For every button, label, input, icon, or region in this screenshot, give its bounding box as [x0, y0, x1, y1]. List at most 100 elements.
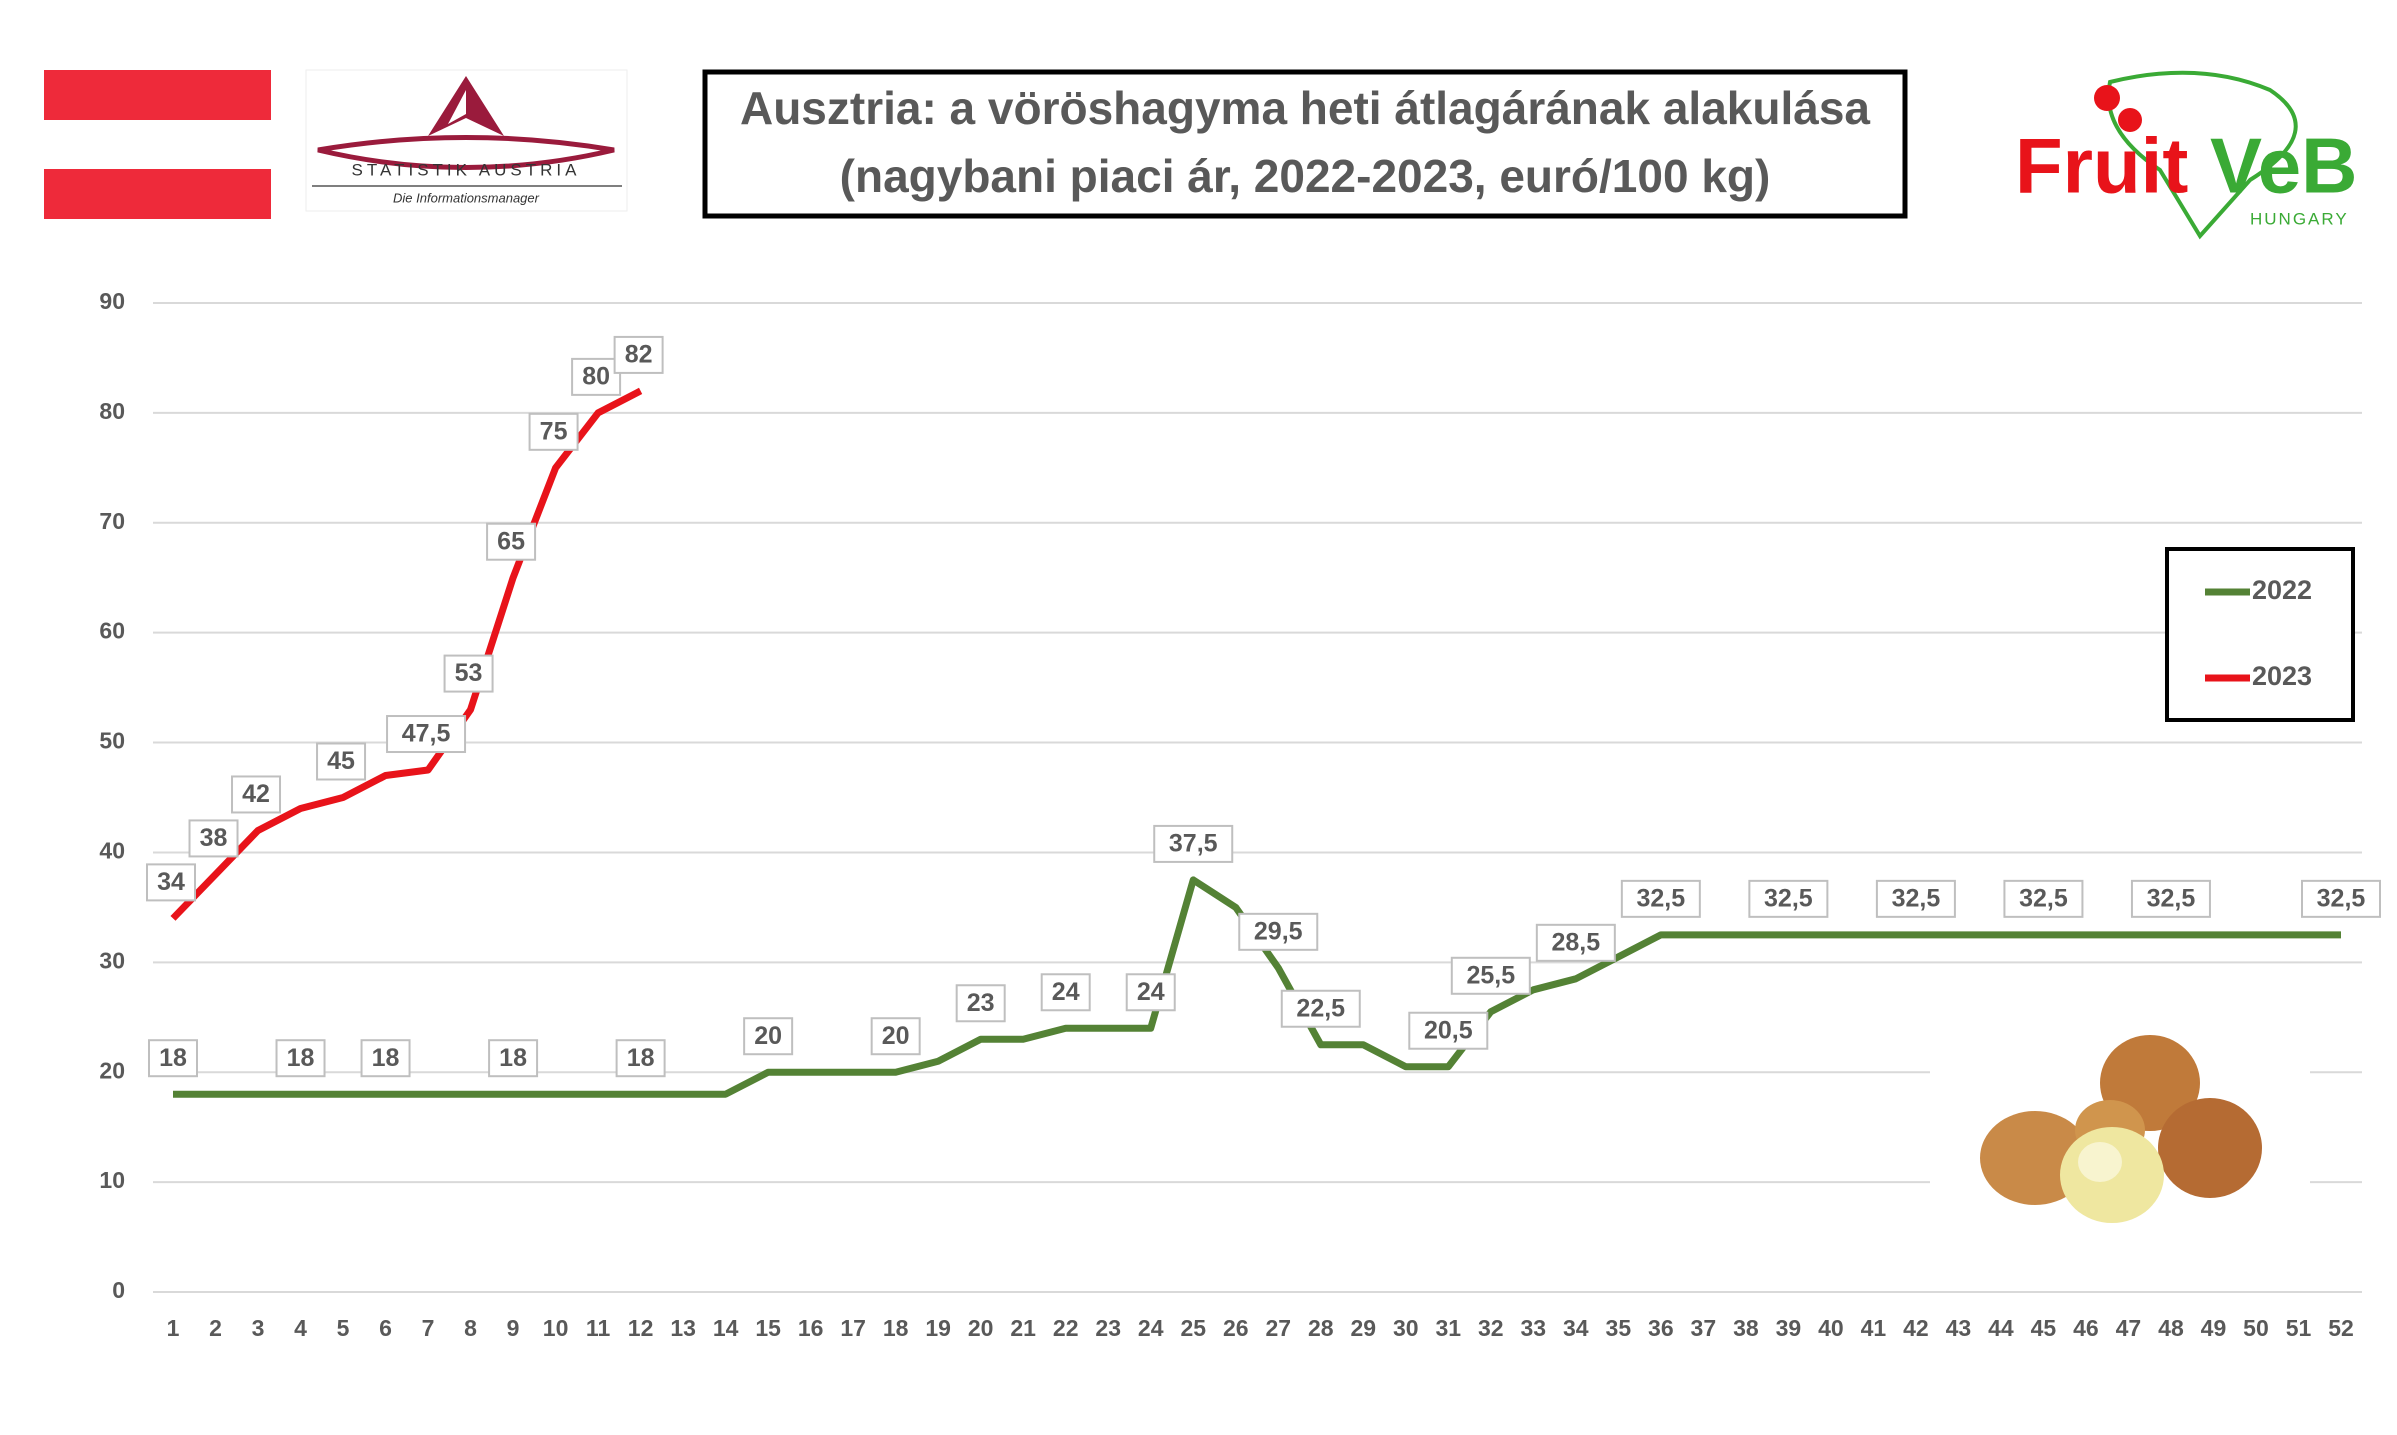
x-tick-label: 26 [1223, 1315, 1249, 1341]
data-label-box [1408, 1011, 1489, 1050]
data-label: 20 [754, 1022, 782, 1050]
x-tick-label: 17 [840, 1315, 866, 1341]
data-label-box [955, 984, 1006, 1023]
x-tick-label: 19 [925, 1315, 951, 1341]
data-label-box [615, 1039, 666, 1078]
data-label-box [870, 1017, 921, 1056]
data-label: 65 [497, 527, 525, 555]
data-label: 32,5 [1637, 884, 1686, 912]
x-tick-label: 46 [2073, 1315, 2099, 1341]
x-tick-label: 42 [1903, 1315, 1929, 1341]
chart-title: (nagybani piaci ár, 2022-2023, euró/100 … [840, 150, 1771, 202]
x-tick-label: 37 [1691, 1315, 1717, 1341]
logo-text: HUNGARY [2250, 209, 2349, 228]
data-label: 45 [327, 747, 355, 775]
x-tick-label: 32 [1478, 1315, 1504, 1341]
x-tick-label: 39 [1776, 1315, 1802, 1341]
x-tick-label: 29 [1350, 1315, 1376, 1341]
x-tick-label: 4 [294, 1315, 307, 1341]
x-tick-label: 36 [1648, 1315, 1674, 1341]
data-label-box [488, 1039, 539, 1078]
data-label-box [443, 654, 494, 693]
data-label-box [2301, 879, 2381, 918]
logo-text: STATISTIK AUSTRIA [352, 160, 581, 179]
data-label-box [1125, 973, 1176, 1012]
data-label-box [1040, 973, 1091, 1012]
logo-text: Die Informationsmanager [393, 190, 540, 205]
x-tick-label: 21 [1010, 1315, 1036, 1341]
y-tick-label: 90 [99, 288, 125, 314]
data-label: 18 [372, 1044, 400, 1072]
data-label: 53 [455, 659, 483, 687]
chart-title: Ausztria: a vöröshagyma heti átlagárának… [740, 82, 1870, 134]
x-tick-label: 50 [2243, 1315, 2269, 1341]
data-label-box [613, 335, 664, 374]
data-label: 29,5 [1254, 917, 1303, 945]
austria-flag [44, 70, 271, 219]
data-label: 23 [967, 989, 995, 1017]
data-label-box [1875, 879, 1956, 918]
data-label-box [275, 1039, 326, 1078]
data-label: 32,5 [1892, 884, 1941, 912]
data-label: 47,5 [402, 720, 451, 748]
y-tick-label: 30 [99, 947, 125, 973]
x-tick-label: 49 [2201, 1315, 2227, 1341]
legend-label: 2022 [2252, 575, 2312, 605]
x-tick-label: 12 [628, 1315, 654, 1341]
x-tick-label: 6 [379, 1315, 392, 1341]
x-tick-label: 7 [422, 1315, 435, 1341]
y-tick-label: 10 [99, 1167, 125, 1193]
logo-text: Fruit [2015, 122, 2188, 210]
y-tick-label: 50 [99, 728, 125, 754]
data-label-box [1153, 824, 1234, 863]
y-tick-label: 60 [99, 618, 125, 644]
data-label: 82 [625, 341, 653, 369]
data-label: 18 [499, 1044, 527, 1072]
data-label: 18 [627, 1044, 655, 1072]
x-tick-label: 8 [464, 1315, 477, 1341]
data-label: 34 [157, 868, 185, 896]
data-label: 28,5 [1551, 928, 1600, 956]
x-tick-label: 33 [1521, 1315, 1547, 1341]
data-label: 24 [1137, 978, 1165, 1006]
data-label-box [1238, 912, 1319, 951]
x-tick-label: 43 [1946, 1315, 1972, 1341]
y-tick-label: 0 [112, 1277, 125, 1303]
data-label-box [571, 357, 622, 396]
y-tick-label: 20 [99, 1057, 125, 1083]
data-label-box [231, 775, 282, 814]
data-label: 24 [1052, 978, 1080, 1006]
x-tick-label: 52 [2328, 1315, 2354, 1341]
data-label: 42 [242, 780, 270, 808]
data-label-box [486, 522, 537, 561]
x-tick-label: 48 [2158, 1315, 2184, 1341]
legend-box [2165, 547, 2355, 722]
x-tick-label: 23 [1095, 1315, 1121, 1341]
data-label: 25,5 [1466, 961, 1515, 989]
x-tick-label: 24 [1138, 1315, 1164, 1341]
data-label: 80 [582, 362, 610, 390]
x-tick-label: 18 [883, 1315, 909, 1341]
x-tick-label: 14 [713, 1315, 739, 1341]
x-tick-label: 11 [586, 1315, 611, 1341]
data-label-box [2003, 879, 2084, 918]
x-tick-label: 1 [167, 1315, 180, 1341]
data-label-box [1280, 989, 1361, 1028]
data-label: 20 [882, 1022, 910, 1050]
data-label-box [316, 742, 367, 781]
x-tick-label: 51 [2286, 1315, 2312, 1341]
x-tick-label: 31 [1435, 1315, 1461, 1341]
fruitveb-logo: Fruit VeB HUNGARY [2015, 69, 2357, 240]
data-label: 32,5 [1764, 884, 1813, 912]
series-line [170, 387, 643, 921]
data-label: 32,5 [2019, 884, 2068, 912]
x-tick-label: 34 [1563, 1315, 1589, 1341]
y-tick-label: 80 [99, 398, 125, 424]
x-tick-label: 35 [1606, 1315, 1632, 1341]
x-tick-label: 15 [755, 1315, 781, 1341]
data-label-box [386, 715, 467, 754]
data-label-box [1620, 879, 1701, 918]
x-tick-label: 45 [2031, 1315, 2057, 1341]
x-tick-label: 40 [1818, 1315, 1844, 1341]
